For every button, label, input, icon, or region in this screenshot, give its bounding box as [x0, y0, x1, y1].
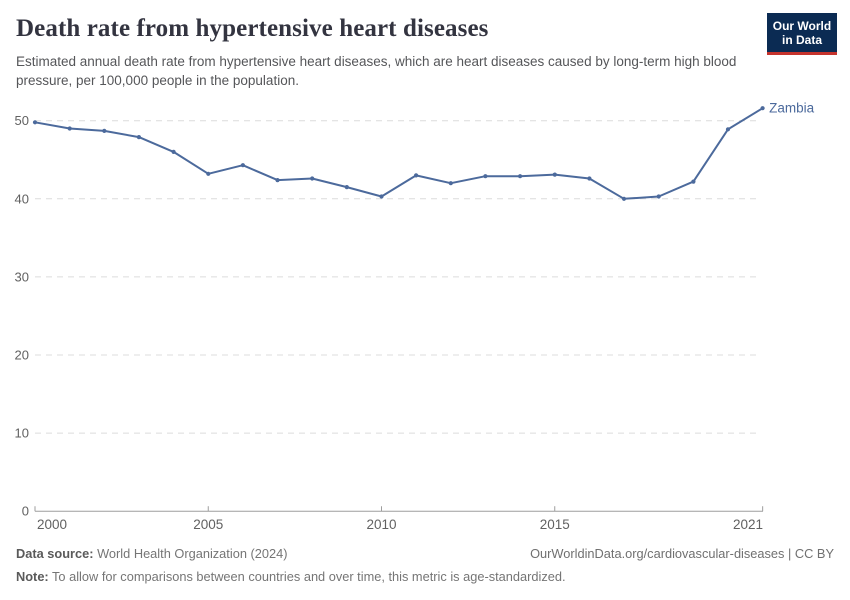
chart-svg: 0 10 20 30 40 50 2000 2005 2010 2015 2021 Zambia: [15, 101, 815, 532]
data-point[interactable]: [725, 127, 731, 132]
data-point[interactable]: [760, 106, 765, 111]
data-point[interactable]: [171, 149, 176, 154]
data-point[interactable]: [310, 176, 315, 181]
data-point[interactable]: [656, 194, 661, 199]
data-point[interactable]: [102, 128, 107, 133]
note-label: Note:: [16, 568, 49, 584]
chart-header: Death rate from hypertensive heart disea…: [16, 14, 834, 91]
x-tick-label: 2000: [37, 517, 67, 532]
y-tick-label: 40: [15, 191, 29, 206]
data-point[interactable]: [587, 176, 592, 181]
owid-logo-line1: Our World: [772, 19, 832, 33]
data-point[interactable]: [136, 135, 141, 140]
data-point[interactable]: [344, 185, 349, 190]
data-source-label: Data source:: [16, 546, 94, 561]
series-label-zambia[interactable]: Zambia: [769, 101, 815, 116]
data-point[interactable]: [691, 179, 696, 184]
data-point[interactable]: [32, 120, 38, 125]
y-tick-label: 20: [15, 348, 29, 363]
data-point[interactable]: [67, 126, 72, 131]
y-tick-label: 0: [22, 504, 29, 519]
data-point[interactable]: [240, 163, 245, 168]
x-tick-label: 2021: [733, 517, 763, 532]
data-point[interactable]: [552, 172, 557, 177]
note-line: Note: To allow for comparisons between c…: [16, 569, 834, 586]
data-source-line: Data source: World Health Organization (…: [16, 546, 287, 563]
data-point[interactable]: [275, 178, 280, 183]
data-point[interactable]: [414, 173, 419, 178]
y-tick-label: 10: [15, 426, 29, 441]
owid-logo[interactable]: Our World in Data: [767, 13, 837, 55]
chart-subtitle: Estimated annual death rate from hyperte…: [16, 54, 737, 88]
note-value: To allow for comparisons between countri…: [48, 568, 566, 584]
x-tick-label: 2010: [366, 517, 396, 532]
data-point[interactable]: [483, 174, 488, 179]
y-tick-label: 30: [15, 269, 29, 284]
data-point[interactable]: [518, 174, 523, 179]
page-title: Death rate from hypertensive heart disea…: [16, 15, 489, 42]
data-point[interactable]: [621, 196, 627, 201]
owid-citation-link[interactable]: OurWorldinData.org/cardiovascular-diseas…: [530, 546, 834, 561]
data-point[interactable]: [206, 171, 211, 176]
data-source-value: World Health Organization (2024): [93, 546, 288, 561]
data-point[interactable]: [379, 194, 384, 199]
chart-footer: Data source: World Health Organization (…: [16, 546, 834, 585]
x-tick-label: 2015: [540, 517, 570, 532]
data-point[interactable]: [448, 181, 453, 186]
owid-logo-line2: in Data: [781, 33, 822, 47]
y-tick-label: 50: [15, 113, 29, 128]
x-tick-label: 2005: [193, 517, 223, 532]
series-line-zambia[interactable]: [34, 107, 764, 200]
